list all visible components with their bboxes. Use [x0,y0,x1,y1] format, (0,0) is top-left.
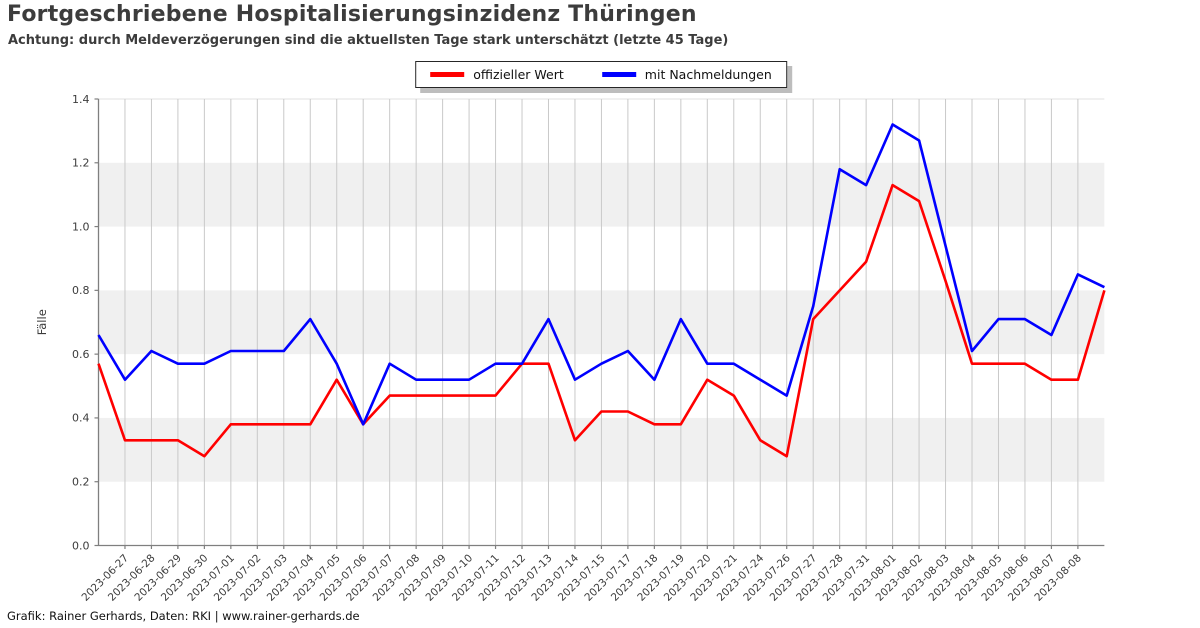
credit-line: Grafik: Rainer Gerhards, Daten: RKI | ww… [7,609,360,623]
legend-item-label: mit Nachmeldungen [644,67,772,82]
y-axis-title: Fälle [35,309,49,335]
page-title: Fortgeschriebene Hospitalisierungsinzide… [7,2,697,27]
legend-item-label: offizieller Wert [473,67,564,82]
legend-item-1: mit Nachmeldungen [601,67,772,82]
legend-swatch-icon [601,72,636,77]
legend-item-0: offizieller Wert [430,67,564,82]
chart-legend: offizieller Wert mit Nachmeldungen [415,61,787,88]
y-tick-label: 0.6 [72,348,90,361]
y-tick-label: 0.0 [72,539,90,552]
y-tick-label: 0.2 [72,476,90,489]
series-line-offizieller-wert [97,183,1106,458]
y-tick-label: 0.4 [72,412,90,425]
y-tick-label: 0.8 [72,284,90,297]
page-subtitle: Achtung: durch Meldeverzögerungen sind d… [8,33,729,48]
y-tick-label: 1.4 [72,93,90,106]
y-tick-label: 1.0 [72,220,90,233]
y-tick-label: 1.2 [72,157,90,170]
legend-swatch-icon [430,72,465,77]
series-line-mit-nachmeldungen [97,123,1105,426]
